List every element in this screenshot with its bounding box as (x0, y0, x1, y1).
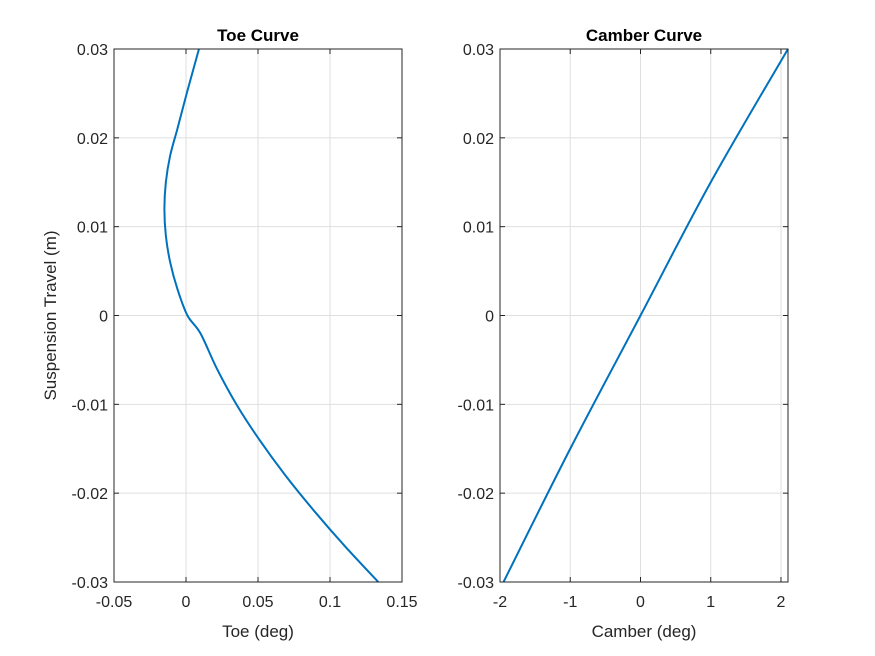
toe-curve-panel: -0.05 0 0.05 0.1 0.15 -0.03 -0.02 -0.01 0 0.01 0.0… (41, 26, 418, 641)
camber-x-tick-label: -2 (493, 594, 507, 611)
camber-y-tick-label: -0.03 (458, 575, 495, 592)
toe-y-tick-label: 0.01 (77, 220, 108, 237)
toe-y-tick-label: -0.02 (72, 486, 109, 503)
toe-grid (113, 48, 403, 583)
toe-x-tick-label: 0.1 (319, 594, 341, 611)
camber-x-tick-label: -1 (563, 594, 577, 611)
camber-curve-line (502, 48, 789, 583)
toe-chart-title: Toe Curve (217, 26, 299, 45)
camber-x-tick-label: 0 (636, 594, 645, 611)
camber-x-axis-label: Camber (deg) (592, 622, 697, 641)
toe-x-tick-label: 0 (182, 594, 191, 611)
camber-y-tick-label: 0 (485, 309, 494, 326)
toe-x-tick-label: -0.05 (96, 594, 133, 611)
camber-x-tick-label: 1 (706, 594, 715, 611)
toe-ticks: -0.05 0 0.05 0.1 0.15 -0.03 -0.02 -0.01 0 0.01 0.0… (72, 42, 418, 611)
toe-y-axis-label: Suspension Travel (m) (41, 230, 60, 400)
toe-x-axis-label: Toe (deg) (222, 622, 294, 641)
camber-x-tick-label: 2 (777, 594, 786, 611)
camber-y-tick-label: 0.01 (463, 220, 494, 237)
toe-y-tick-label: 0.02 (77, 131, 108, 148)
toe-x-tick-label: 0.15 (386, 594, 417, 611)
camber-y-tick-label: -0.01 (458, 397, 495, 414)
toe-y-tick-label: -0.03 (72, 575, 109, 592)
toe-y-tick-label: 0 (99, 309, 108, 326)
toe-curve-line (163, 48, 379, 583)
toe-y-tick-label: -0.01 (72, 397, 109, 414)
toe-x-tick-label: 0.05 (242, 594, 273, 611)
camber-ticks: -2 -1 0 1 2 -0.03 -0.02 -0.01 0 0.01 0.02 0.03 (458, 42, 788, 611)
camber-y-tick-label: 0.02 (463, 131, 494, 148)
toe-y-tick-label: 0.03 (77, 42, 108, 59)
camber-y-tick-label: -0.02 (458, 486, 495, 503)
camber-curve-panel: -2 -1 0 1 2 -0.03 -0.02 -0.01 0 0.01 0.02 0.03 Camb… (458, 26, 789, 641)
camber-y-tick-label: 0.03 (463, 42, 494, 59)
camber-chart-title: Camber Curve (586, 26, 702, 45)
